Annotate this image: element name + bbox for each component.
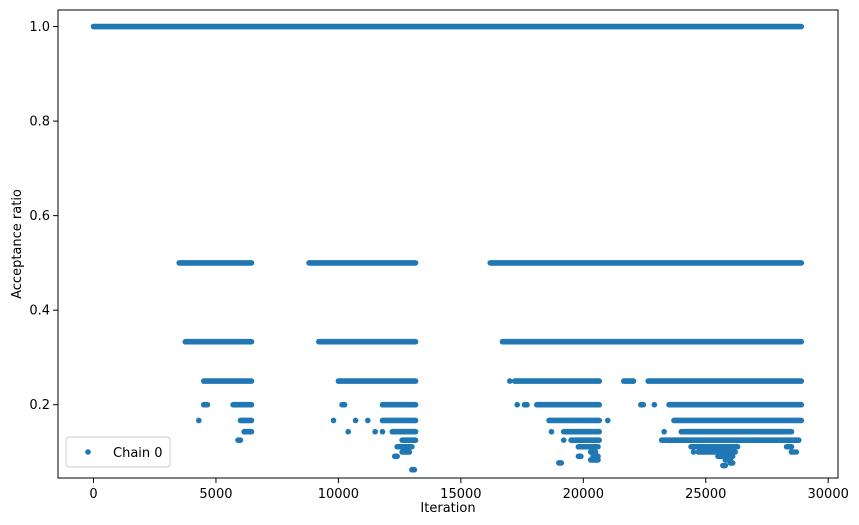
data-point bbox=[242, 417, 249, 424]
x-tick-label: 5000 bbox=[199, 487, 232, 502]
data-point bbox=[548, 428, 555, 435]
x-tick-label: 30000 bbox=[808, 487, 849, 502]
data-point bbox=[330, 417, 337, 424]
y-tick-label: 0.2 bbox=[29, 398, 50, 413]
data-point bbox=[560, 437, 567, 443]
data-point bbox=[514, 401, 520, 408]
data-point bbox=[507, 378, 513, 384]
legend-box bbox=[65, 436, 171, 468]
data-point bbox=[766, 428, 773, 435]
data-point bbox=[690, 449, 697, 455]
y-tick-label: 0.4 bbox=[29, 304, 50, 319]
data-point bbox=[345, 428, 352, 435]
data-point bbox=[232, 401, 239, 408]
y-axis-label: Acceptance ratio bbox=[10, 189, 25, 299]
data-point bbox=[793, 449, 800, 455]
data-point bbox=[352, 417, 359, 424]
x-axis-ticks: 0 5000 10000 15000 20000 25000 30000 bbox=[89, 478, 849, 502]
data-point bbox=[661, 428, 667, 435]
legend: Chain 0 bbox=[65, 436, 171, 468]
data-point bbox=[364, 417, 371, 424]
y-axis-ticks: 0.2 0.4 0.6 0.8 1.0 bbox=[29, 20, 58, 413]
legend-label: Chain 0 bbox=[113, 446, 163, 461]
y-tick-label: 1.0 bbox=[29, 20, 50, 35]
x-tick-label: 0 bbox=[89, 487, 97, 502]
data-point bbox=[372, 428, 378, 435]
legend-marker bbox=[85, 449, 91, 455]
data-point bbox=[673, 437, 680, 443]
axes-frame bbox=[57, 9, 839, 479]
data-point bbox=[379, 428, 386, 435]
y-tick-label: 0.6 bbox=[29, 209, 50, 224]
x-axis-label: Iteration bbox=[420, 501, 475, 516]
x-tick-label: 10000 bbox=[318, 487, 359, 502]
data-point bbox=[756, 437, 763, 443]
x-tick-label: 20000 bbox=[563, 487, 604, 502]
y-tick-label: 0.8 bbox=[29, 115, 50, 130]
data-point bbox=[196, 417, 202, 424]
data-point bbox=[604, 417, 611, 424]
data-points bbox=[90, 23, 805, 473]
data-point bbox=[629, 378, 636, 384]
data-point bbox=[651, 401, 658, 408]
x-tick-label: 15000 bbox=[440, 487, 481, 502]
x-tick-label: 25000 bbox=[685, 487, 726, 502]
